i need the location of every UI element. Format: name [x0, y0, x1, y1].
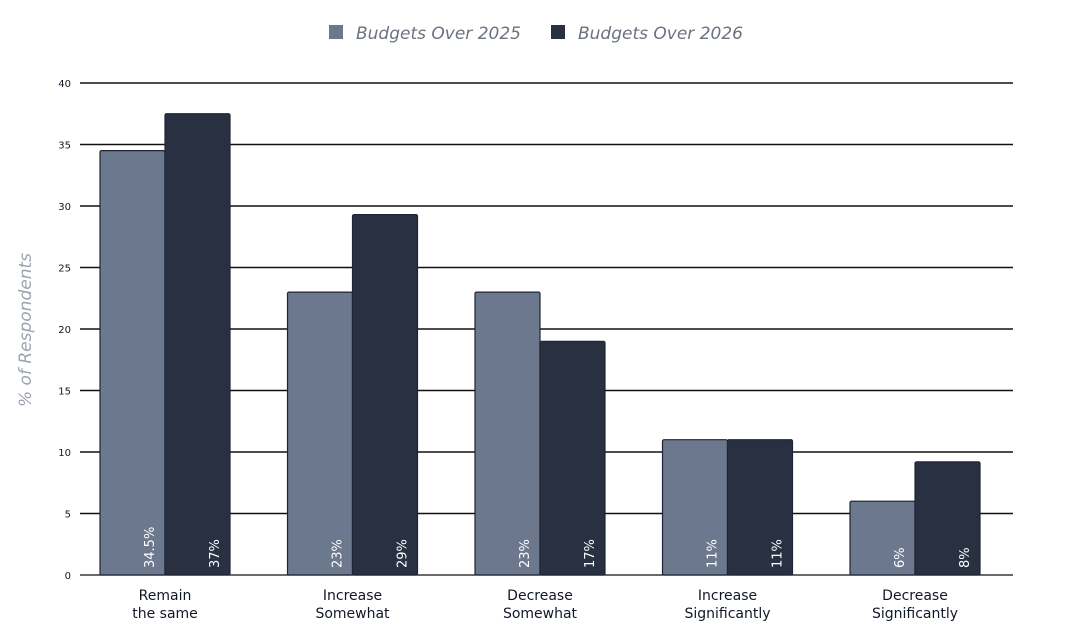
bar-2026-1 — [351, 214, 419, 576]
legend-swatch-2026 — [551, 25, 565, 39]
bar-value-label-2026-1: 29% — [396, 539, 411, 568]
x-category-label: Remain the same — [132, 588, 198, 622]
x-category-label-line: Somewhat — [503, 606, 578, 622]
x-category-label-line: Significantly — [684, 606, 770, 622]
bar-value-label-2025-2: 23% — [518, 539, 533, 568]
y-tick-label: 30 — [58, 202, 71, 213]
bar-value-label-2026-2: 17% — [583, 539, 598, 568]
bar-value-label-2025-1: 23% — [331, 539, 346, 568]
x-category-label-line: Decrease — [507, 588, 573, 604]
legend-label-2025: Budgets Over 2025 — [356, 24, 521, 44]
bar-value-label-2026-3: 11% — [771, 539, 786, 568]
y-axis-title: % of Respondents — [16, 253, 36, 407]
y-tick-label: 25 — [58, 264, 71, 275]
bar-2025-2 — [474, 291, 541, 576]
bar-value-label-2026-4: 8% — [958, 547, 973, 568]
y-tick-label: 15 — [58, 387, 71, 398]
y-tick-label: 5 — [65, 510, 71, 521]
y-tick-label: 10 — [58, 448, 71, 459]
x-category-label-line: Increase — [698, 588, 757, 604]
bar-layer — [99, 113, 981, 576]
bar-value-label-2025-3: 11% — [706, 539, 721, 568]
bar-value-label-2025-0: 34.5% — [143, 527, 158, 568]
bar-value-label-2025-4: 6% — [893, 547, 908, 568]
legend: Budgets Over 2025 Budgets Over 2026 — [329, 24, 743, 44]
x-category-label-line: Significantly — [872, 606, 958, 622]
x-category-label: Decrease Significantly — [872, 588, 958, 622]
x-category-label: Decrease Somewhat — [503, 588, 578, 622]
y-tick-label: 40 — [58, 79, 71, 90]
x-category-label: Increase Somewhat — [315, 588, 390, 622]
bar-2025-1 — [286, 291, 354, 576]
y-tick-label: 0 — [65, 571, 71, 582]
x-category-label: Increase Significantly — [684, 588, 770, 622]
bar-2025-0 — [99, 150, 166, 576]
bar-2026-0 — [164, 113, 231, 576]
bar-value-label-2026-0: 37% — [208, 539, 223, 568]
x-category-label-line: the same — [132, 606, 198, 622]
legend-label-2026: Budgets Over 2026 — [578, 24, 743, 44]
y-tick-label: 20 — [58, 325, 71, 336]
bar-2026-4 — [914, 461, 981, 576]
y-tick-label: 35 — [58, 141, 71, 152]
x-category-label-line: Decrease — [882, 588, 948, 604]
x-category-label-line: Remain — [139, 588, 192, 604]
legend-swatch-2025 — [329, 25, 343, 39]
x-category-label-line: Increase — [323, 588, 382, 604]
label-layer: 34.5% 37% Remain the same 23% 29% Increase Some… — [132, 527, 973, 622]
bar-2026-3 — [726, 439, 794, 576]
x-category-label-line: Somewhat — [315, 606, 390, 622]
bar-2026-2 — [539, 340, 606, 576]
